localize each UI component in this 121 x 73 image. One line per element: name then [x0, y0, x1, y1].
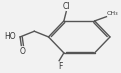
Text: F: F — [58, 62, 63, 71]
Text: HO: HO — [4, 32, 15, 41]
Text: Cl: Cl — [62, 2, 70, 11]
Text: CH₃: CH₃ — [107, 11, 119, 16]
Text: O: O — [19, 47, 25, 56]
